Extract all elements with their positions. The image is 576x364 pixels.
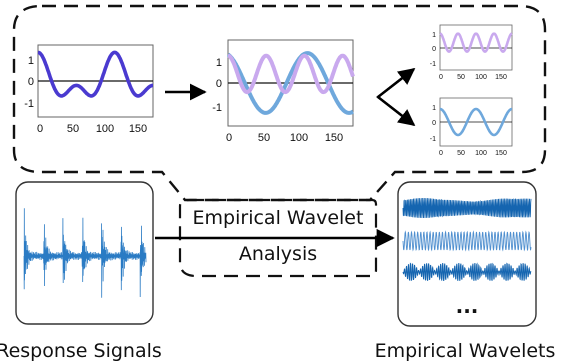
caption-empirical-wavelets: Empirical Wavelets [375, 340, 556, 362]
wavelet-band-1 [402, 197, 532, 219]
plot1-ytick-1: 1 [28, 55, 34, 67]
label-analysis: Analysis [239, 243, 317, 265]
plot-decomposition-overlay: 1 0 -1 0 50 100 150 [212, 39, 355, 144]
plot1-xtick-50: 50 [67, 123, 79, 135]
wavelet-band-2 [402, 230, 532, 252]
split-connector [376, 71, 411, 123]
plot4-xtick-100: 100 [475, 150, 487, 157]
plot3-xtick-150: 150 [495, 74, 507, 81]
plot2-ytick-0: 0 [216, 78, 222, 90]
empirical-wavelets-panel [397, 181, 537, 327]
plot1-ytick-m1: -1 [24, 98, 34, 110]
response-signals-trace [23, 208, 147, 298]
dashed-decomposition-box [12, 4, 547, 202]
plot3-ytick-1: 1 [432, 32, 436, 39]
plot4-ytick-1: 1 [432, 105, 436, 112]
plot3-ytick-m1: -1 [430, 61, 436, 68]
label-empirical-wavelet: Empirical Wavelet [193, 207, 364, 229]
plot4-xtick-150: 150 [495, 150, 507, 157]
plot-component-low-frequency: 1 0 -1 0 50 100 150 [430, 97, 513, 157]
plot3-frame [439, 24, 513, 71]
plot3-xtick-50: 50 [457, 74, 465, 81]
arrow-to-component-2 [377, 96, 416, 127]
wavelet-band-3 [402, 262, 532, 282]
plot2-xtick-0: 0 [226, 132, 232, 144]
plot2-ytick-m1: -1 [212, 102, 222, 114]
plot2-xtick-150: 150 [325, 132, 343, 144]
plot-component-high-frequency: 1 0 -1 0 50 100 150 [430, 24, 513, 81]
plot4-curve [439, 107, 513, 137]
plot1-xtick-150: 150 [129, 123, 147, 135]
more-wavelets-ellipsis: ... [456, 294, 479, 318]
plot4-xtick-50: 50 [457, 150, 465, 157]
plot1-xtick-0: 0 [37, 123, 43, 135]
plot3-curve [439, 32, 513, 53]
arrow-to-component-1 [377, 67, 416, 98]
plot4-ytick-0: 0 [432, 120, 436, 127]
plot1-xtick-100: 100 [96, 123, 114, 135]
plot1-ytick-0: 0 [28, 76, 34, 88]
plot2-xtick-50: 50 [258, 132, 270, 144]
plot4-ytick-m1: -1 [430, 136, 436, 143]
plot4-xtick-0: 0 [439, 150, 443, 157]
plot2-xtick-100: 100 [290, 132, 308, 144]
plot-input-signal: 1 0 -1 0 50 100 150 [24, 44, 154, 135]
plot3-ytick-0: 0 [432, 46, 436, 53]
plot3-xtick-100: 100 [475, 74, 487, 81]
analysis-dashed-box [178, 198, 378, 278]
plot2-high-frequency-curve [227, 53, 355, 95]
plot3-xtick-0: 0 [439, 74, 443, 81]
caption-response-signals: Response Signals [0, 340, 162, 362]
plot1-curve [37, 50, 153, 98]
plot2-ytick-1: 1 [216, 57, 222, 69]
